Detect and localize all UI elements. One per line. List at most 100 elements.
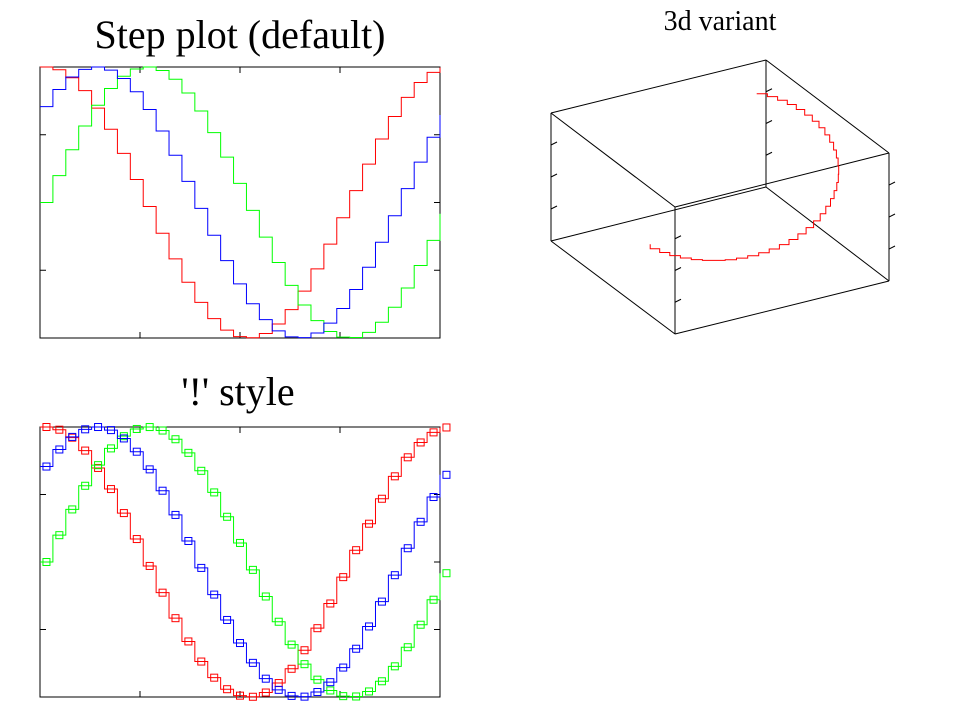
step-bang-series-0-marker xyxy=(365,519,374,528)
step-bang-series-2-marker xyxy=(197,563,206,572)
step-bang-series-1-marker xyxy=(365,687,374,696)
step-bang-series-0-marker xyxy=(81,446,90,455)
step-3d-z-tick xyxy=(674,235,682,240)
step-bang-series-0-marker xyxy=(261,688,270,697)
step-3d-box-edge xyxy=(765,186,890,282)
step-3d-z-tick xyxy=(888,213,896,218)
step-bang-series-1-marker xyxy=(81,481,90,490)
step-bang-series-2-marker xyxy=(106,426,115,435)
step-bang-series-1-marker xyxy=(94,461,103,470)
step-3d-z-tick xyxy=(765,120,773,124)
step-bang-series-1-marker xyxy=(223,512,232,521)
step-bang-series-2-marker xyxy=(365,622,374,631)
step-bang-series-0-marker xyxy=(313,624,322,633)
step-bang-series-2-marker xyxy=(442,470,451,479)
step-default-series-1-line xyxy=(40,66,441,338)
step-3d-box-edge xyxy=(674,280,890,335)
step-default-series-2-line xyxy=(40,66,441,339)
step-bang-series-1-marker xyxy=(339,692,348,701)
step-bang-series-1-marker xyxy=(145,423,154,432)
step-bang-series-2-marker xyxy=(261,674,270,683)
step-bang-series-0-marker xyxy=(300,646,309,655)
step-default-series-0-line xyxy=(40,66,441,339)
step-bang-series-2-marker xyxy=(403,544,412,553)
step-bang-series-1-marker xyxy=(42,558,51,566)
step-bang-series-0-line xyxy=(40,426,441,698)
step-bang-series-0-marker xyxy=(106,485,115,494)
step-bang-series-0-marker xyxy=(171,614,180,623)
step-bang-series-1-marker xyxy=(68,505,77,514)
step-3d-box-edge xyxy=(550,59,767,114)
step-bang-series-0-marker xyxy=(403,453,412,462)
step-bang-series-0-marker xyxy=(442,423,451,432)
step-bang-series-0-marker xyxy=(377,494,386,503)
step-bang-series-2-marker xyxy=(287,691,296,700)
step-bang-series-2-marker xyxy=(377,597,386,606)
step-bang-series-2-marker xyxy=(42,462,51,471)
step-bang-series-2-marker xyxy=(210,590,219,599)
step-3d-z-tick xyxy=(674,267,682,271)
step-bang-series-0-marker xyxy=(210,673,219,682)
step-bang-series-0-marker xyxy=(416,438,425,447)
step-bang-series-2-marker xyxy=(352,644,361,653)
step-bang-series-1-marker xyxy=(416,620,425,629)
step-bang-series-0-marker xyxy=(429,428,438,437)
step-3d-z-tick xyxy=(550,141,558,146)
step-bang-series-2-marker xyxy=(313,688,322,697)
step-bang-series-2-marker xyxy=(81,425,90,434)
step-bang-series-0-marker xyxy=(326,599,335,608)
step-bang-series-1-line xyxy=(40,426,441,697)
step-bang-series-0-marker xyxy=(197,657,206,666)
step-bang-series-0-marker xyxy=(339,573,348,582)
step-bang-series-2-marker xyxy=(119,434,128,443)
step-bang-series-1-marker xyxy=(55,531,64,540)
step-bang-series-2-marker xyxy=(55,445,64,454)
step-bang-series-1-marker xyxy=(274,617,283,626)
step-bang-series-0-marker xyxy=(132,535,141,544)
step-bang-series-2-marker xyxy=(223,615,232,624)
step-bang-series-1-marker xyxy=(106,444,115,453)
step-bang-series-2-marker xyxy=(158,486,167,495)
step-3d-z-tick xyxy=(765,88,773,93)
step-3d-z-tick xyxy=(765,151,773,156)
step-bang-series-1-marker xyxy=(442,569,451,578)
panel-step-default: Step plot (default) xyxy=(39,12,441,339)
step-bang-series-0-marker xyxy=(55,425,64,434)
step-3d-series-0-line xyxy=(649,93,840,261)
step-bang-series-0-marker xyxy=(42,423,51,431)
step-bang-series-0-marker xyxy=(352,546,361,555)
step-bang-series-2-marker xyxy=(94,423,103,432)
panel-title-step-default: Step plot (default) xyxy=(94,12,385,57)
step-bang-series-2-marker xyxy=(390,571,399,580)
step-3d-z-tick xyxy=(888,245,896,250)
step-bang-series-2-marker xyxy=(274,685,283,694)
step-bang-series-2-marker xyxy=(171,510,180,519)
step-bang-series-1-marker xyxy=(287,640,296,649)
step-bang-series-2-line xyxy=(40,426,441,698)
step-bang-series-1-marker xyxy=(429,595,438,604)
step-bang-series-0-marker xyxy=(184,637,193,646)
panel-title-step-3d: 3d variant xyxy=(664,6,777,37)
step-3d-z-tick xyxy=(674,298,682,303)
step-bang-series-2-marker xyxy=(248,658,257,667)
step-bang-series-0-marker xyxy=(223,685,232,694)
step-bang-series-1-marker xyxy=(197,466,206,475)
step-3d-z-tick xyxy=(550,173,558,178)
step-bang-series-2-marker xyxy=(429,493,438,502)
step-3d-z-tick xyxy=(550,205,558,210)
step-3d-box-edge xyxy=(550,240,676,335)
step-bang-series-1-marker xyxy=(158,426,167,435)
plot-area-step-bang xyxy=(39,423,451,701)
panel-step-3d: 3d variant xyxy=(550,6,896,335)
step-bang-series-0-marker xyxy=(119,509,128,518)
plot-area-step-3d xyxy=(550,59,896,335)
step-bang-series-1-marker xyxy=(184,448,193,457)
step-bang-series-2-marker xyxy=(416,517,425,526)
plot-area-step-default xyxy=(39,66,441,339)
panel-step-bang: '!' style xyxy=(39,369,451,701)
step-bang-series-1-marker xyxy=(403,643,412,652)
step-bang-series-1-marker xyxy=(248,565,257,574)
step-bang-series-2-marker xyxy=(68,432,77,441)
step-bang-series-0-marker xyxy=(158,588,167,597)
panel-title-step-bang: '!' style xyxy=(181,369,294,414)
